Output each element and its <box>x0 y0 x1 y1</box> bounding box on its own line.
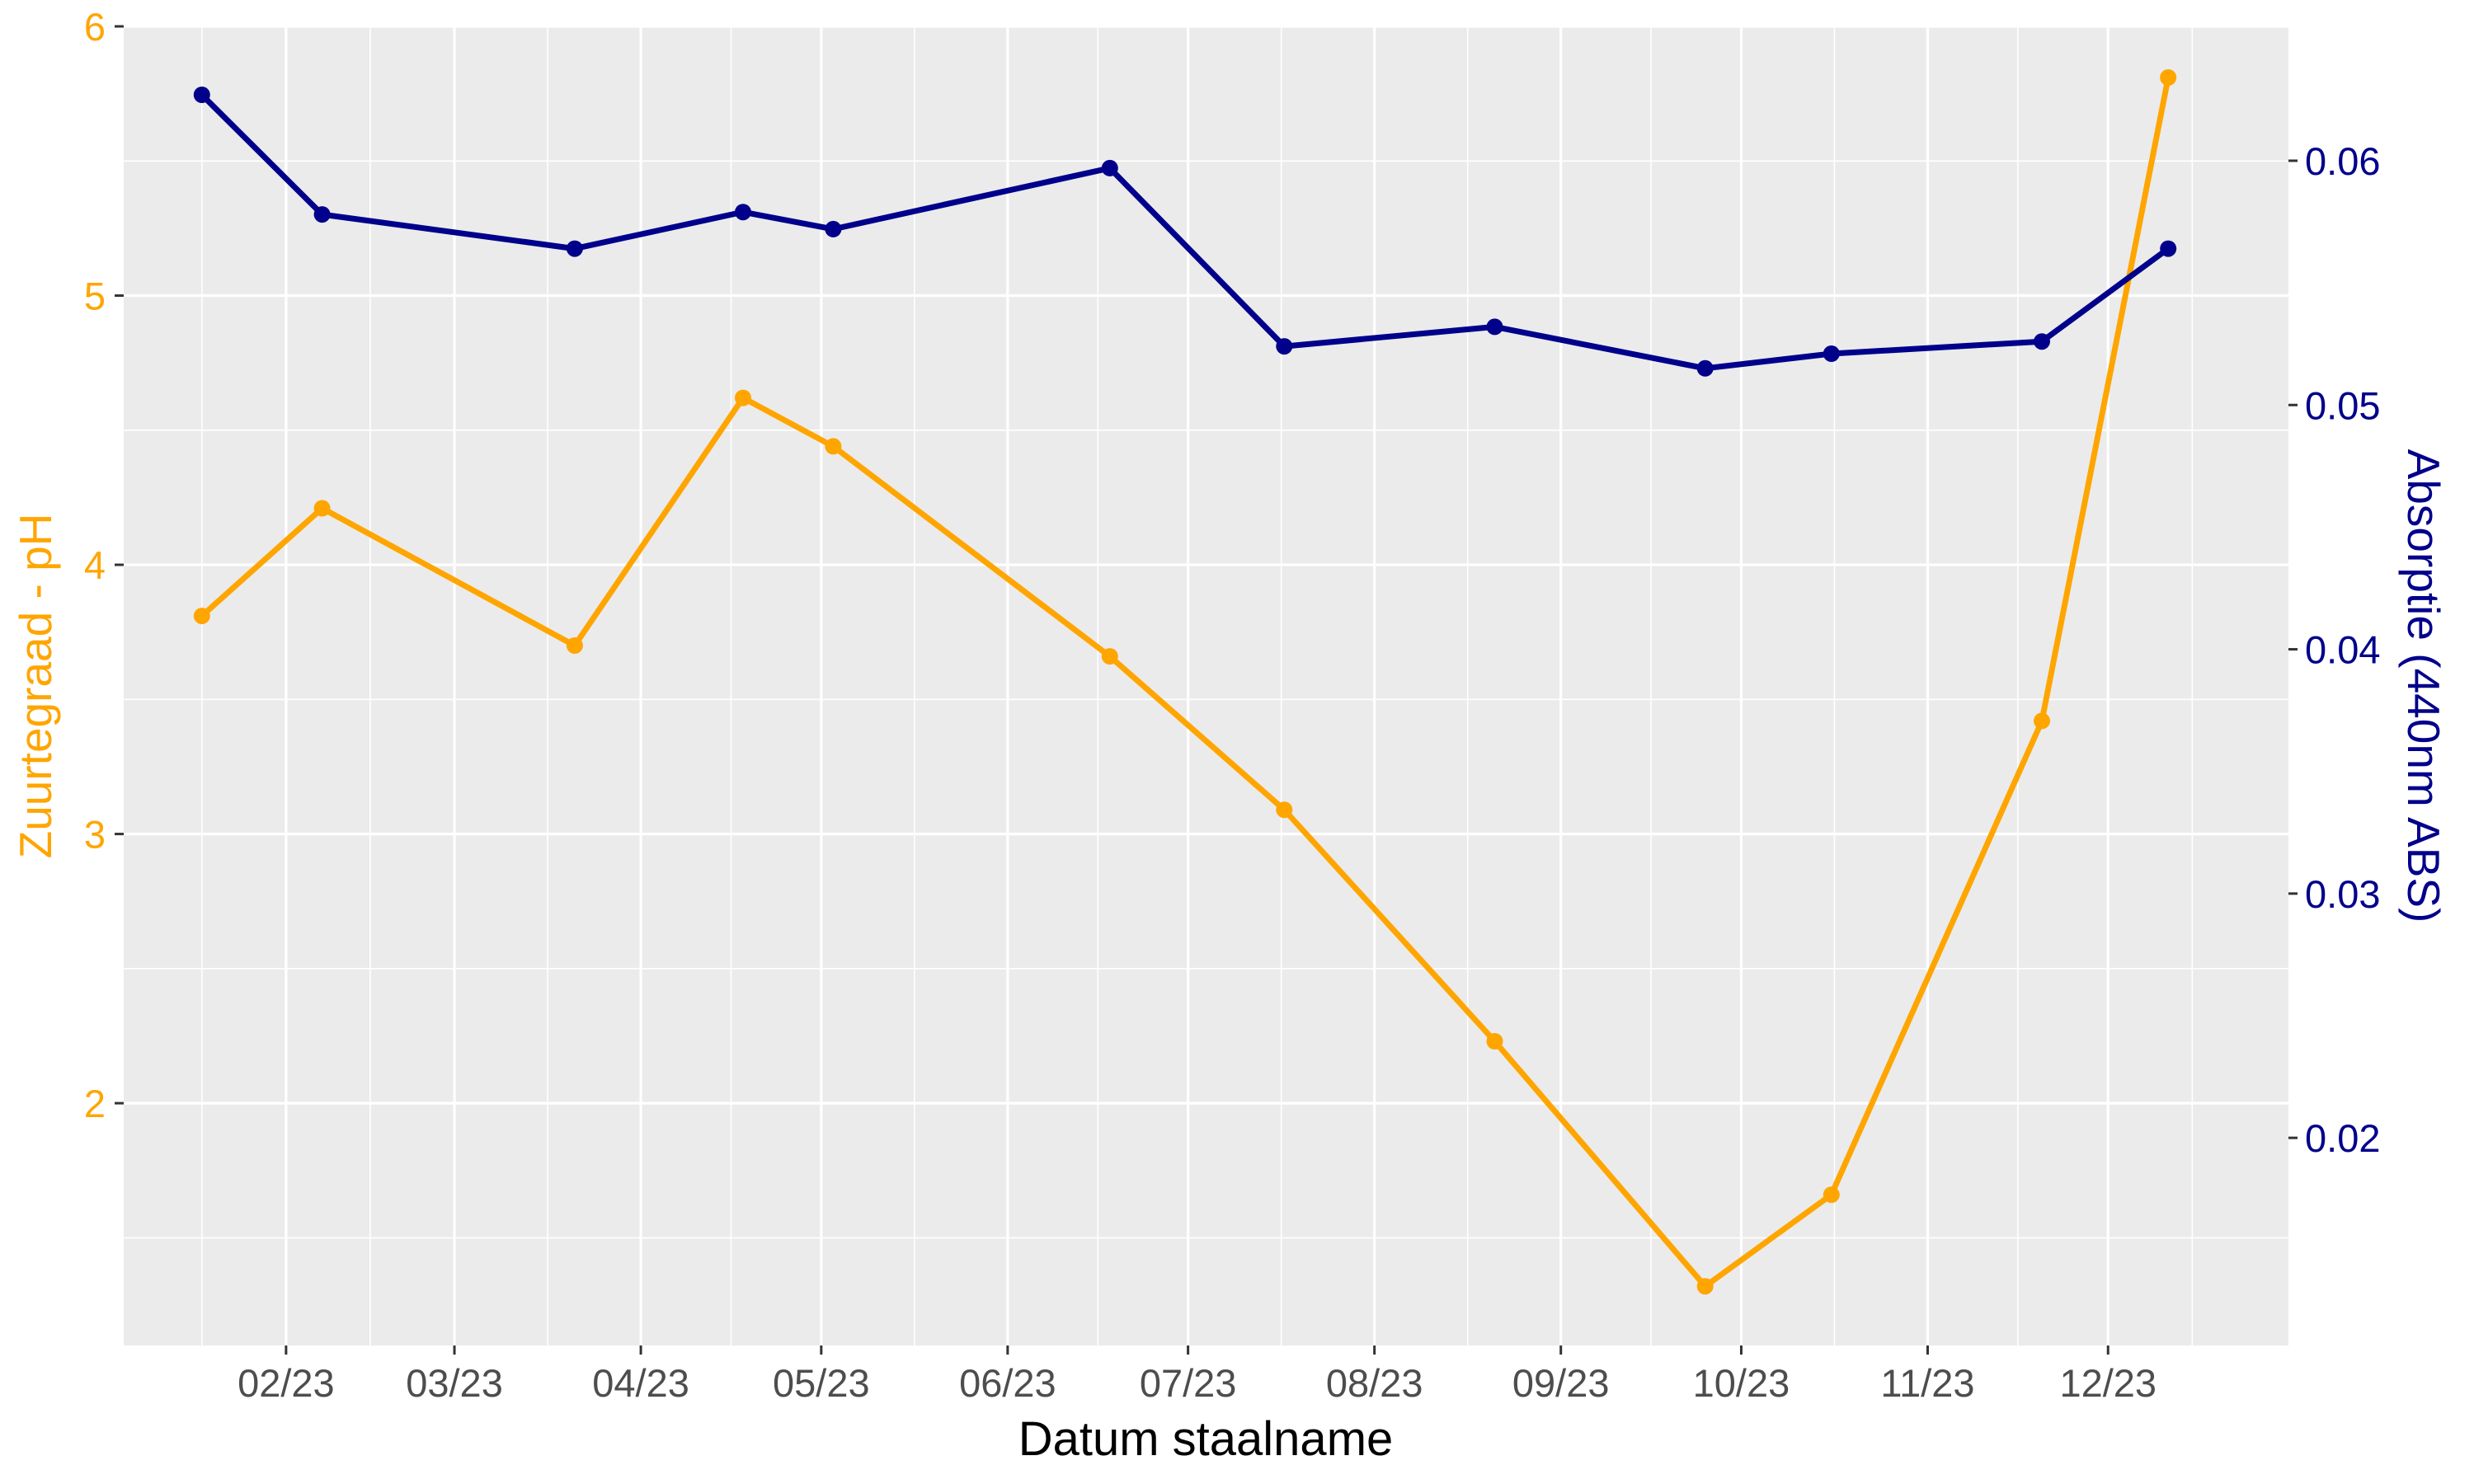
x-tick-label: 11/23 <box>1880 1361 1974 1405</box>
y-axis-right: 0.02 0.03 0.04 0.05 0.06 <box>2288 139 2380 1160</box>
plot-panel <box>124 26 2288 1345</box>
x-tick-label: 04/23 <box>592 1361 689 1405</box>
y-left-tick-label: 5 <box>84 275 106 318</box>
series-point-right <box>566 240 583 257</box>
series-point-left <box>193 608 210 625</box>
x-tick-label: 08/23 <box>1326 1361 1423 1405</box>
series-point-right <box>2034 333 2050 350</box>
series-line-left <box>200 77 2171 1289</box>
x-axis: 02/23 03/23 04/23 05/23 06/23 07/23 08/23 09/23… <box>238 1345 2157 1405</box>
y-left-tick-label: 3 <box>84 813 106 857</box>
series-point-left <box>313 500 331 517</box>
x-tick-label: 03/23 <box>406 1361 503 1405</box>
series-point-left <box>1823 1186 1840 1204</box>
x-tick-label: 05/23 <box>773 1361 870 1405</box>
series-point-left <box>2034 712 2050 730</box>
x-tick-label: 09/23 <box>1512 1361 1610 1405</box>
series-point-right <box>1486 318 1503 336</box>
x-tick-label: 06/23 <box>959 1361 1056 1405</box>
series-point-right <box>1101 159 1118 176</box>
series-point-left <box>825 438 842 455</box>
y-right-tick-label: 0.06 <box>2305 139 2380 183</box>
series-point-left <box>566 637 583 654</box>
series-point-left <box>1486 1033 1503 1050</box>
y-left-tick-label: 4 <box>84 543 106 587</box>
grid-major <box>124 25 2288 1345</box>
y-right-tick-label: 0.02 <box>2305 1116 2380 1160</box>
series-point-left <box>735 389 751 406</box>
series-point-right <box>825 220 842 237</box>
series-line-right <box>200 92 2171 372</box>
series-point-right <box>735 204 751 221</box>
y-axis-left: 2 3 4 5 6 <box>84 5 124 1125</box>
y-right-tick-label: 0.04 <box>2305 628 2380 672</box>
x-tick-label: 10/23 <box>1693 1361 1790 1405</box>
y-axis-left-title: Zuurtegraad - pH <box>10 514 61 859</box>
series-point-right <box>313 206 331 223</box>
x-tick-label: 07/23 <box>1140 1361 1237 1405</box>
series-point-left <box>1696 1278 1714 1295</box>
series-point-left <box>1276 801 1293 819</box>
series-point-left <box>1101 648 1118 665</box>
series-point-right <box>193 87 210 103</box>
series-layer <box>193 69 2177 1295</box>
x-tick-label: 12/23 <box>2059 1361 2157 1405</box>
y-left-tick-label: 2 <box>84 1082 106 1125</box>
y-right-tick-label: 0.05 <box>2305 383 2380 427</box>
series-point-left <box>2160 69 2177 86</box>
y-left-tick-label: 6 <box>84 5 106 49</box>
series-point-right <box>2160 240 2177 257</box>
series-point-right <box>1696 359 1714 377</box>
series-point-right <box>1823 345 1840 362</box>
y-right-tick-label: 0.03 <box>2305 872 2380 916</box>
y-axis-right-title: Absorptie (440nm ABS) <box>2398 449 2449 923</box>
x-axis-title: Datum staalname <box>1018 1412 1394 1466</box>
series-point-right <box>1276 338 1293 355</box>
x-tick-label: 02/23 <box>238 1361 335 1405</box>
